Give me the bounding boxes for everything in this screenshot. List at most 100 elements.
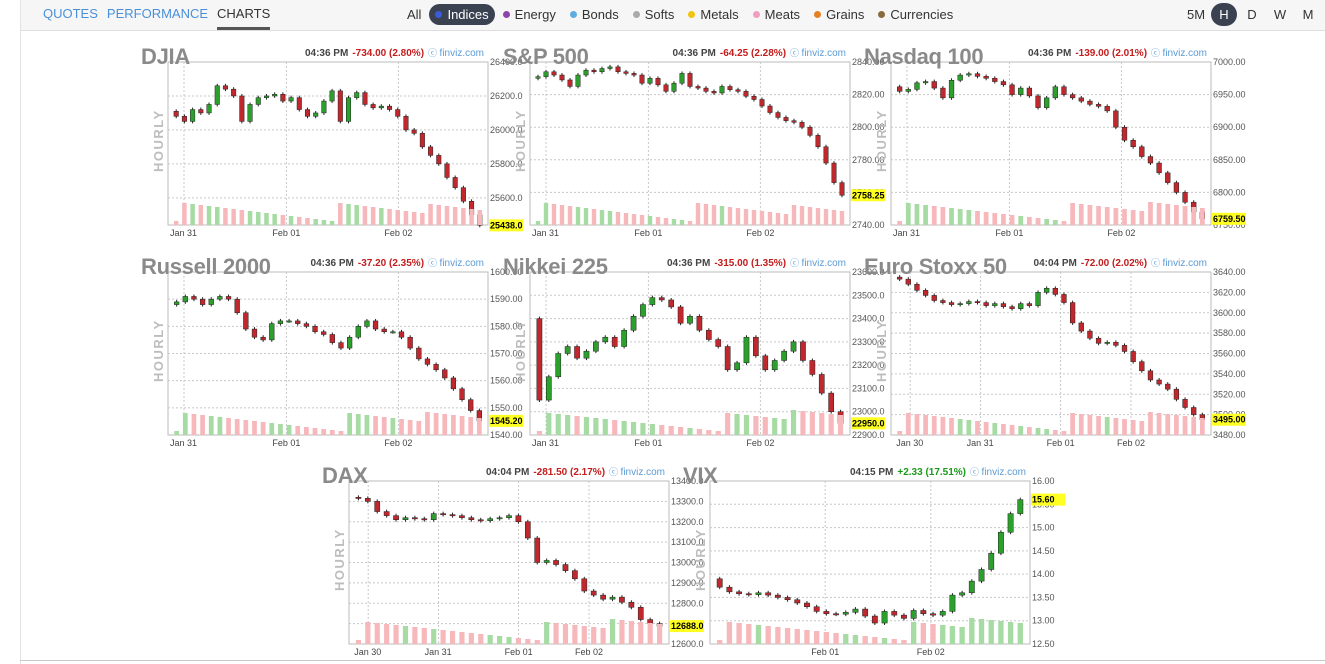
chart-panel-djia[interactable]: 26400.0 26200.0 26000.0 25800.0 25600.0 Jan 3… xyxy=(141,44,523,244)
y-tick-label: 12900.0 xyxy=(671,578,704,588)
chart-svg: 13400.0 13300.0 13200.0 13100.0 13000.0 12900… xyxy=(348,476,704,657)
volume-bar xyxy=(243,420,249,435)
volume-bar xyxy=(583,208,589,225)
candle-down xyxy=(668,299,675,308)
chart-title[interactable]: Nasdaq 100 xyxy=(864,44,984,69)
timeframe-h[interactable]: H xyxy=(1211,3,1237,26)
category-currencies[interactable]: Currencies xyxy=(872,4,959,25)
chart-title[interactable]: Russell 2000 xyxy=(141,254,271,279)
finviz-source-link[interactable]: ⓒ finviz.com xyxy=(970,467,1026,478)
candle-down xyxy=(726,586,733,593)
chart-title[interactable]: Nikkei 225 xyxy=(503,254,608,279)
volume-bar xyxy=(696,429,702,435)
chart-title[interactable]: Euro Stoxx 50 xyxy=(864,254,1007,279)
volume-bar xyxy=(234,419,240,435)
candle-down xyxy=(871,615,878,624)
chart-panel-dax[interactable]: 13400.0 13300.0 13200.0 13100.0 13000.0 12900… xyxy=(322,463,704,663)
volume-bar xyxy=(1087,415,1093,435)
source-label: finviz.com xyxy=(620,467,665,478)
timeframe-m[interactable]: M xyxy=(1302,7,1314,22)
category-softs[interactable]: Softs xyxy=(627,4,681,25)
candle-up xyxy=(948,80,955,99)
chart-panel-vix[interactable]: 16.0015.5015.0014.5014.0013.5013.0012.50… xyxy=(683,463,1065,663)
candle-down xyxy=(800,341,806,361)
chart-title[interactable]: S&P 500 xyxy=(503,44,589,69)
chart-panel-nasdaq-100[interactable]: 7000.00 6950.00 6900.00 6850.00 6800.00 6750.… xyxy=(864,44,1246,244)
volume-bar xyxy=(1199,208,1205,225)
finviz-source-link[interactable]: ⓒ finviz.com xyxy=(1151,258,1207,269)
tab-charts[interactable]: CHARTS xyxy=(217,0,271,30)
candle-down xyxy=(1078,97,1084,102)
tab-performance[interactable]: PERFORMANCE xyxy=(106,6,209,21)
candle-down xyxy=(468,517,475,520)
chart-change: -734.00 (2.80%) xyxy=(352,48,425,59)
volume-bar xyxy=(969,618,975,644)
candle-down xyxy=(477,519,484,522)
volume-bar xyxy=(264,213,269,225)
candle-down xyxy=(940,300,946,303)
candle-down xyxy=(303,323,310,327)
volume-bar xyxy=(515,638,521,644)
volume-bar xyxy=(1156,203,1162,225)
volume-bar xyxy=(461,208,466,225)
chart-title[interactable]: DAX xyxy=(322,463,368,488)
volume-bar xyxy=(403,211,409,225)
chart-change: -72.00 (2.02%) xyxy=(1080,258,1148,269)
candle-down xyxy=(1139,361,1145,372)
timeframe-5m[interactable]: 5M xyxy=(1186,7,1206,22)
volume-bar xyxy=(425,412,430,435)
category-energy[interactable]: Energy xyxy=(497,4,562,25)
volume-bar xyxy=(607,211,613,225)
candle-up xyxy=(555,353,562,378)
finviz-source-link[interactable]: ⓒ finviz.com xyxy=(1151,48,1207,59)
chart-title[interactable]: DJIA xyxy=(141,44,190,69)
chart-panel-nikkei-225[interactable]: 23600.0 23500.0 23400.0 23300.0 23200.0 23100… xyxy=(503,254,885,454)
last-price-label: 22950.0 xyxy=(852,418,885,428)
volume-bar xyxy=(659,425,665,435)
candle-down xyxy=(329,334,335,343)
chart-panel-russell-2000[interactable]: 1600.00 1590.00 1580.00 1570.00 1560.00 1550.… xyxy=(141,254,523,454)
category-meats[interactable]: Meats xyxy=(747,4,806,25)
candle-down xyxy=(321,331,327,335)
candle-down xyxy=(1139,146,1145,157)
y-tick-label: 2780.00 xyxy=(852,155,885,165)
category-grains[interactable]: Grains xyxy=(808,4,870,25)
candle-up xyxy=(621,329,627,347)
tab-quotes[interactable]: QUOTES xyxy=(43,6,98,21)
candle-up xyxy=(543,560,550,563)
volume-bar xyxy=(305,218,310,225)
chart-title[interactable]: VIX xyxy=(683,463,718,488)
timeframe-w[interactable]: W xyxy=(1273,7,1287,22)
candle-down xyxy=(716,578,723,588)
finviz-source-link[interactable]: ⓒ finviz.com xyxy=(428,258,484,269)
volume-bar xyxy=(872,637,878,644)
candle-down xyxy=(234,298,240,314)
chart-panel-euro-stoxx-50[interactable]: 3640.00 3620.00 3600.00 3580.00 3560.00 3540.… xyxy=(864,254,1246,454)
finviz-source-link[interactable]: ⓒ finviz.com xyxy=(790,48,846,59)
x-tick-label: Jan 31 xyxy=(967,438,994,448)
candle-down xyxy=(696,315,703,331)
timeframe-d[interactable]: D xyxy=(1247,7,1257,22)
candle-up xyxy=(743,336,750,364)
category-indices[interactable]: Indices xyxy=(429,4,495,25)
category-all[interactable]: All xyxy=(401,4,427,25)
candle-down xyxy=(370,104,376,109)
y-tick-label: 2800.00 xyxy=(852,122,885,132)
volume-bar xyxy=(706,430,712,435)
last-price-tag xyxy=(851,189,885,202)
category-metals[interactable]: Metals xyxy=(682,4,744,25)
candle-up xyxy=(583,350,590,359)
category-bonds[interactable]: Bonds xyxy=(564,4,625,25)
candle-up xyxy=(364,320,370,327)
volume-bar xyxy=(581,626,587,644)
finviz-source-link[interactable]: ⓒ finviz.com xyxy=(609,467,665,478)
volume-bar xyxy=(600,628,606,644)
y-tick-label: 6900.00 xyxy=(1213,122,1246,132)
x-tick-label: Feb 01 xyxy=(634,228,662,238)
y-tick-label: 22900.0 xyxy=(852,430,885,440)
chart-panel-s-p-500[interactable]: 2840.002820.002800.002780.002760.002740.… xyxy=(503,44,885,244)
candle-down xyxy=(767,105,773,113)
finviz-source-link[interactable]: ⓒ finviz.com xyxy=(428,48,484,59)
finviz-source-link[interactable]: ⓒ finviz.com xyxy=(790,258,846,269)
candle-down xyxy=(225,296,232,300)
